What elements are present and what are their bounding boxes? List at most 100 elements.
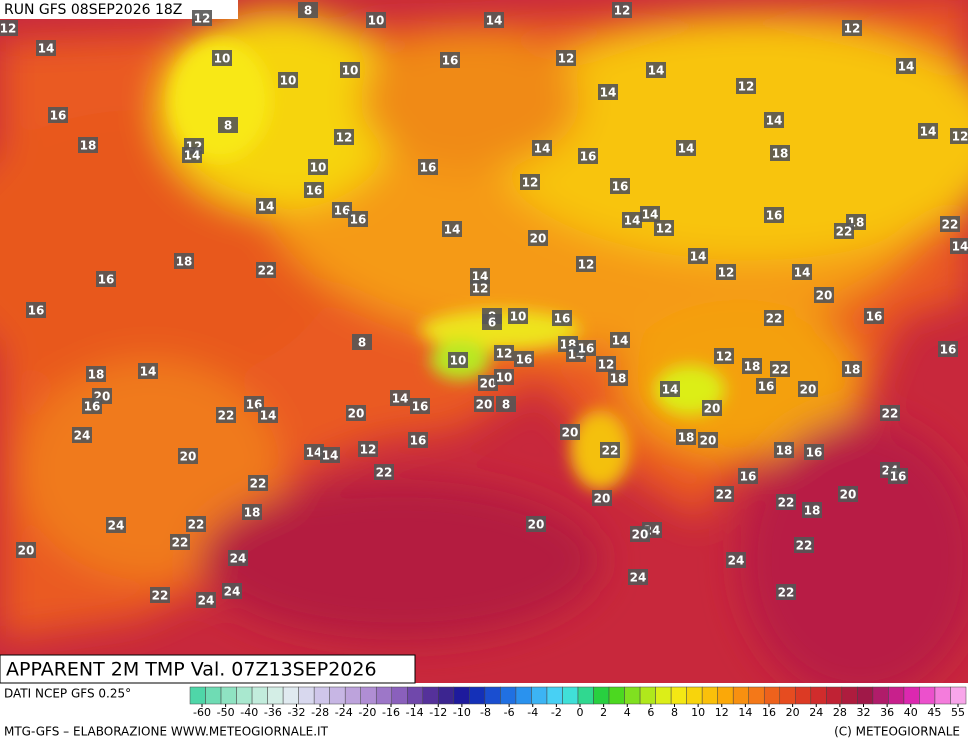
map-label: 18 [88, 368, 105, 382]
colorbar-tick-label: -4 [527, 706, 538, 719]
map-label: 16 [420, 161, 437, 175]
colorbar-cell [329, 686, 346, 705]
label-box [182, 147, 202, 163]
label-box [150, 587, 170, 603]
map-label: 12 [0, 22, 16, 36]
map-label: 18 [176, 255, 193, 269]
label-box [556, 50, 576, 66]
colorbar-cell [639, 686, 656, 705]
colorbar-cell [422, 686, 439, 705]
source-text: DATI NCEP GFS 0.25° [4, 687, 131, 701]
map-label: 12 [844, 22, 861, 36]
map-label: 22 [882, 407, 899, 421]
label-box [494, 345, 514, 361]
map-label: 16 [334, 204, 351, 218]
map-label: 14 [642, 208, 659, 222]
map-label: 18 [610, 372, 627, 386]
colorbar-tick-label: 0 [577, 706, 584, 719]
map-label: 16 [866, 310, 883, 324]
colorbar-cell [282, 686, 299, 705]
colorbar-tick-label: 14 [738, 706, 752, 719]
map-label: 16 [766, 209, 783, 223]
colorbar-cell [763, 686, 781, 705]
label-box [764, 112, 784, 128]
label-box [478, 375, 498, 391]
label-box [576, 256, 596, 272]
label-box [598, 84, 618, 100]
label-box [440, 52, 460, 68]
label-box [48, 107, 68, 123]
label-box [442, 221, 462, 237]
label-box [298, 2, 318, 18]
map-label: 16 [350, 213, 367, 227]
colorbar-tick-label: -2 [551, 706, 562, 719]
label-box [390, 390, 410, 406]
map-label: 24 [630, 571, 647, 585]
map-label: 12 [718, 266, 735, 280]
map-label: 12 [738, 80, 755, 94]
map-label: 6 [488, 316, 496, 330]
colorbar-tick-label: 4 [624, 706, 631, 719]
label-box [346, 405, 366, 421]
map-label: 16 [580, 150, 597, 164]
field-box [0, 654, 416, 684]
map-label: 18 [80, 139, 97, 153]
map-label: 12 [522, 176, 539, 190]
label-box [448, 352, 468, 368]
colorbar-cell [562, 686, 579, 705]
map-label: 14 [392, 392, 409, 406]
map-label: 8 [502, 398, 510, 412]
map-label: 14 [306, 446, 323, 460]
map-label: 18 [844, 363, 861, 377]
map-label: 22 [172, 536, 189, 550]
label-box [896, 58, 916, 74]
label-box [804, 444, 824, 460]
label-box [792, 264, 812, 280]
map-label: 16 [806, 446, 823, 460]
map-label: 14 [920, 125, 937, 139]
label-box [304, 444, 324, 460]
label-box [578, 148, 598, 164]
label-box [646, 62, 666, 78]
label-box [514, 351, 534, 367]
map-label: 14 [794, 266, 811, 280]
map-label: 14 [624, 214, 641, 228]
colorbar-tick-label: 24 [809, 706, 823, 719]
label-box [532, 140, 552, 156]
map-label: 16 [940, 343, 957, 357]
colorbar-cell [484, 686, 501, 705]
field-text: APPARENT 2M TMP Val. 07Z13SEP2026 [6, 659, 377, 681]
map-label: 16 [612, 180, 629, 194]
map-label: 20 [180, 450, 197, 464]
label-box [0, 20, 18, 36]
colorbar-cell [826, 686, 843, 705]
label-box [222, 583, 242, 599]
map-label: 22 [942, 218, 959, 232]
label-box [608, 370, 628, 386]
colorbar-tick-label: -12 [429, 706, 447, 719]
map-label: 24 [74, 429, 91, 443]
colorbar-cell [795, 686, 812, 705]
map-label: 8 [304, 4, 312, 18]
label-box [600, 442, 620, 458]
map-label: 8 [358, 336, 366, 350]
label-box [470, 280, 490, 296]
map-label: 22 [602, 444, 619, 458]
label-box [640, 206, 660, 222]
map-label: 16 [410, 434, 427, 448]
label-box [676, 140, 696, 156]
label-box [738, 468, 758, 484]
colorbar-cell [841, 686, 858, 705]
colorbar-cell [608, 686, 625, 705]
colorbar-cell [236, 686, 253, 705]
colorbar-cell [220, 686, 237, 705]
map-label: 16 [50, 109, 67, 123]
map-label: 12 [952, 130, 968, 144]
map-label: 12 [194, 12, 211, 26]
map-label: 14 [486, 14, 503, 28]
colorbar-cell [375, 686, 393, 705]
label-box [474, 396, 494, 412]
map-label: 14 [648, 64, 665, 78]
